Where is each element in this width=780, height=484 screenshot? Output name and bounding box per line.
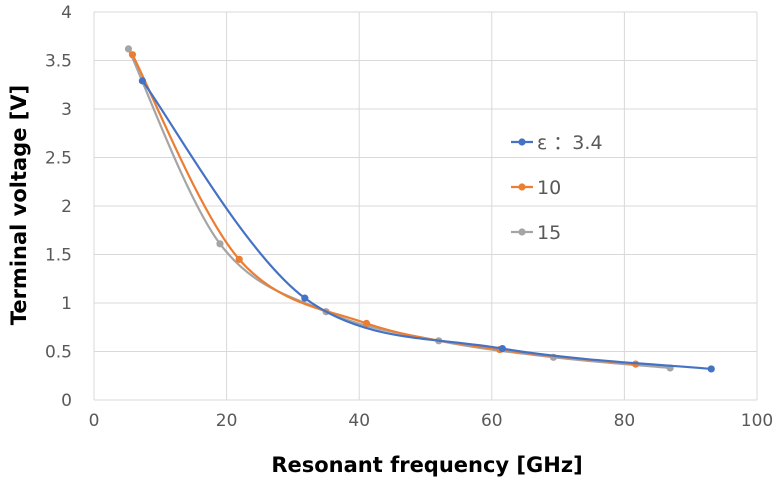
y-tick-label: 4 — [61, 3, 72, 23]
x-tick-label: 0 — [89, 411, 100, 431]
x-axis-title: Resonant frequency [GHz] — [271, 453, 582, 477]
grid-layer — [93, 11, 758, 401]
y-tick-label: 2.5 — [45, 149, 72, 169]
data-point — [138, 77, 146, 85]
legend-label: ε ：3.4 — [537, 132, 603, 154]
x-tick-label: 40 — [348, 411, 370, 431]
data-point — [124, 45, 133, 53]
legend-item: ε ：3.4 — [511, 132, 603, 154]
x-tick-label: 20 — [216, 411, 238, 431]
y-tick-label: 3 — [61, 100, 72, 120]
series-line — [141, 80, 712, 371]
legend-label: 15 — [537, 222, 561, 244]
tick-label-layer: 0 20 40 60 80 100 0 0.5 1 1.5 2 2.5 3 3.5 4 — [45, 3, 773, 431]
y-tick-label: 2 — [61, 197, 72, 217]
legend-item: 15 — [511, 222, 561, 244]
data-point — [707, 365, 715, 373]
data-point — [128, 51, 137, 59]
x-tick-label: 80 — [614, 411, 636, 431]
legend-marker — [518, 138, 526, 146]
series-0 — [138, 77, 715, 373]
y-tick-label: 0.5 — [45, 343, 72, 363]
y-tick-label: 0 — [61, 391, 72, 411]
y-tick-label: 1.5 — [45, 246, 72, 266]
y-tick-label: 1 — [61, 294, 72, 314]
series-line — [127, 48, 671, 370]
legend-marker — [518, 228, 526, 236]
data-point — [235, 255, 243, 263]
x-tick-label: 60 — [481, 411, 503, 431]
data-point — [362, 319, 371, 327]
data-point — [301, 294, 309, 302]
legend: ε ：3.4 10 15 — [511, 132, 603, 244]
series-2 — [124, 45, 674, 372]
legend-item: 10 — [511, 177, 561, 199]
y-axis-title: Terminal voltage [V] — [7, 85, 31, 325]
data-point — [498, 344, 507, 353]
x-tick-label: 100 — [741, 411, 773, 431]
data-point — [216, 240, 224, 248]
y-tick-label: 3.5 — [45, 52, 72, 72]
series-line — [131, 54, 636, 366]
series-1 — [128, 51, 640, 368]
legend-label: 10 — [537, 177, 561, 199]
legend-marker — [518, 183, 526, 191]
series-layer — [124, 45, 715, 373]
